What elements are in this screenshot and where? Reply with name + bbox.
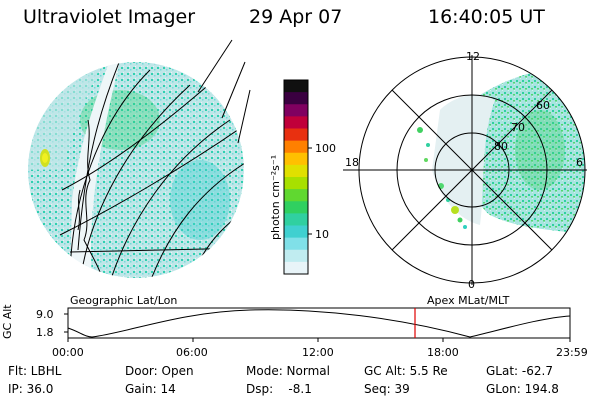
mlat-label-60: 60 — [536, 99, 550, 112]
info-filter: Flt: LBHL — [8, 364, 62, 378]
colorbar-band — [284, 80, 308, 93]
altitude-ytick-9: 9.0 — [36, 308, 54, 321]
colorbar-band — [284, 104, 308, 117]
colorbar-band — [284, 152, 308, 166]
colorbar-band — [284, 177, 308, 190]
info-glat: GLat: -62.7 — [486, 364, 553, 378]
altitude-xtick-0600: 06:00 — [176, 346, 208, 359]
info-door: Door: Open — [125, 364, 194, 378]
mlt-label-12: 12 — [466, 50, 480, 63]
info-mode: Mode: Normal — [246, 364, 330, 378]
colorbar-band — [284, 261, 308, 275]
colorbar-band — [284, 116, 308, 129]
mlt-label-0: 0 — [468, 278, 475, 291]
colorbar-band — [284, 189, 308, 202]
colorbar — [284, 80, 308, 275]
colorbar-band — [284, 249, 308, 263]
info-gc-alt: GC Alt: 5.5 Re — [364, 364, 448, 378]
colorbar-band — [284, 225, 308, 239]
altitude-xtick-0000: 00:00 — [52, 346, 84, 359]
altitude-xtick-1200: 12:00 — [302, 346, 334, 359]
info-seq: Seq: 39 — [364, 382, 410, 396]
colorbar-band — [284, 213, 308, 226]
info-gain: Gain: 14 — [125, 382, 176, 396]
mlat-label-70: 70 — [511, 121, 525, 134]
altitude-ylabel: GC Alt — [1, 304, 14, 339]
mlt-label-6: 6 — [576, 156, 583, 169]
colorbar-band — [284, 164, 308, 178]
mlt-label-18: 18 — [345, 156, 359, 169]
info-dsp: Dsp: -8.1 — [246, 382, 312, 396]
colorbar-band — [284, 237, 308, 251]
altitude-ytick-1: 1.8 — [36, 326, 54, 339]
altitude-xtick-2359: 23:59 — [556, 346, 588, 359]
colorbar-band — [284, 140, 308, 154]
colorbar-band — [284, 92, 308, 105]
observation-date: 29 Apr 07 — [249, 6, 343, 28]
geographic-label: Geographic Lat/Lon — [70, 294, 178, 307]
colorbar-band — [284, 201, 308, 214]
info-glon: GLon: 194.8 — [486, 382, 559, 396]
altitude-xtick-1800: 18:00 — [427, 346, 459, 359]
observation-time: 16:40:05 UT — [428, 6, 545, 28]
colorbar-tick-10: 10 — [315, 228, 329, 241]
info-ip: IP: 36.0 — [8, 382, 54, 396]
geographic-projection — [28, 62, 244, 278]
colorbar-tick-100: 100 — [315, 142, 336, 155]
colorbar-unit-label: photon cm⁻²s⁻¹ — [269, 154, 282, 240]
colorbar-band — [284, 128, 308, 142]
altitude-curve — [67, 309, 571, 338]
mlat-label-80: 80 — [494, 140, 508, 153]
apex-label: Apex MLat/MLT — [427, 294, 510, 307]
instrument-title: Ultraviolet Imager — [23, 6, 196, 28]
